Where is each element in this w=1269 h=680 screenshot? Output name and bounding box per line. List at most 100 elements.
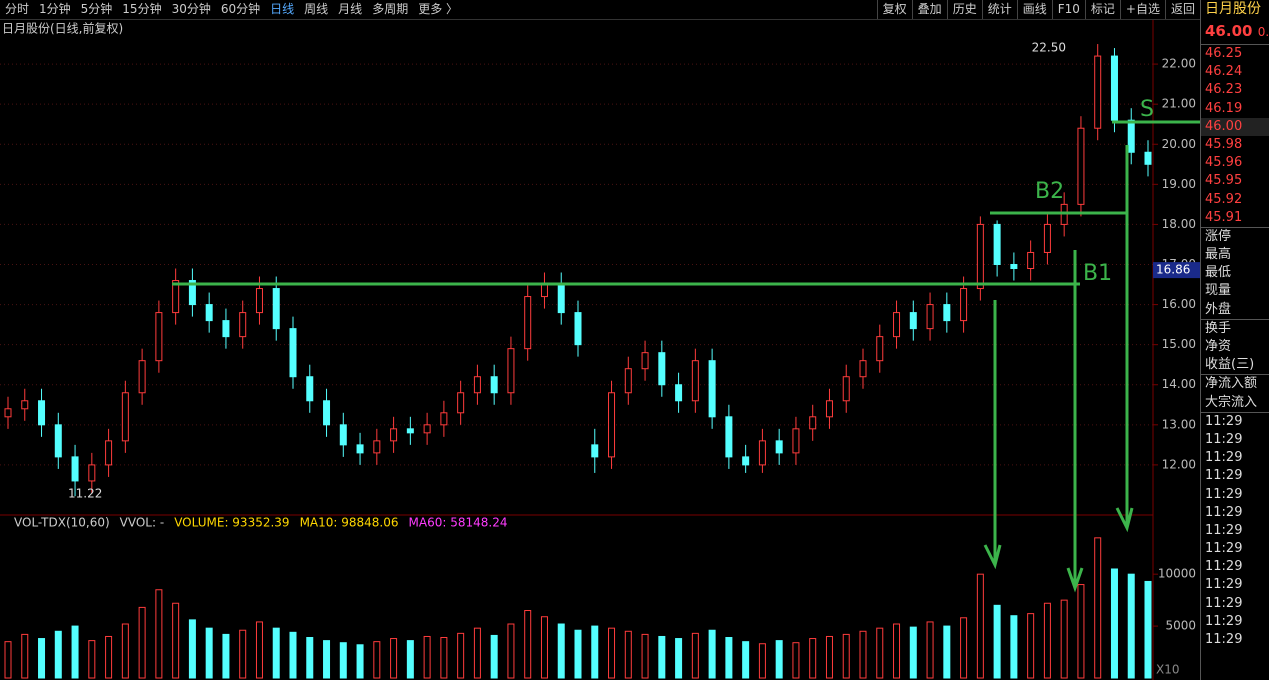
- order-price: 46.19: [1205, 100, 1243, 116]
- volume-bar: [742, 641, 750, 679]
- volume-bar: [205, 627, 213, 679]
- toolbar-button[interactable]: 历史: [946, 0, 982, 19]
- candle-body: [88, 464, 96, 482]
- candle-body: [675, 384, 683, 402]
- stock-name: 日月股份: [1205, 1, 1261, 17]
- period-tab[interactable]: 月线: [338, 2, 363, 16]
- order-price: 46.00: [1201, 117, 1269, 136]
- candle-body: [406, 428, 414, 434]
- volume-bar: [641, 633, 649, 679]
- volume-bar: [105, 635, 113, 679]
- volume-bar: [725, 637, 733, 679]
- volume-bar: [1043, 602, 1051, 679]
- max-label: 22.50: [1032, 41, 1066, 55]
- candle-body: [758, 440, 766, 466]
- candle-body: [926, 304, 934, 330]
- toolbar-button[interactable]: 标记: [1084, 0, 1120, 19]
- volume-bar: [255, 621, 263, 679]
- period-tab[interactable]: 60分钟: [220, 2, 261, 16]
- toolbar-button[interactable]: 统计: [981, 0, 1017, 19]
- volume-bar: [675, 638, 683, 679]
- tick-time: 11:29: [1205, 468, 1243, 484]
- candle-body: [71, 456, 79, 482]
- period-tab[interactable]: 5分钟: [80, 2, 113, 16]
- period-tab[interactable]: 日线: [270, 2, 295, 16]
- volume-bar: [1110, 568, 1118, 679]
- volume-bar: [842, 633, 850, 679]
- volume-bar: [38, 638, 46, 679]
- toolbar-button[interactable]: 返回: [1164, 0, 1200, 19]
- y-tick-label: 18.00: [1162, 217, 1196, 231]
- volume-bar: [691, 632, 699, 679]
- chart-title: 日月股份(日线,前复权): [2, 21, 123, 36]
- toolbar-button[interactable]: 画线: [1016, 0, 1052, 19]
- volume-header: MA10: 98848.06: [300, 516, 399, 530]
- volume-bar: [289, 631, 297, 679]
- candle-body: [742, 456, 750, 466]
- tick-time: 11:29: [1205, 431, 1243, 447]
- quote-field: 大宗流入: [1205, 394, 1258, 410]
- candle-body: [138, 360, 146, 394]
- period-tab[interactable]: 分时: [5, 2, 30, 16]
- volume-bar: [1094, 537, 1102, 679]
- side-panel: 日月股份 46.00 0. 46.25 46.24 46.23 46.19 46.00 4…: [1200, 0, 1269, 680]
- candle-body: [306, 376, 314, 402]
- volume-bar: [71, 625, 79, 679]
- candle-body: [21, 400, 29, 410]
- order-price: 46.25: [1205, 46, 1243, 61]
- volume-bar: [222, 633, 230, 679]
- candle-body: [960, 288, 968, 322]
- toolbar-button[interactable]: F10: [1051, 0, 1085, 19]
- quote-field: 最低: [1205, 265, 1232, 281]
- quote-field: 换手: [1201, 318, 1269, 338]
- candle-body: [457, 392, 465, 414]
- quote-field: 涨停: [1205, 228, 1232, 244]
- candle-body: [524, 296, 532, 350]
- period-tab[interactable]: 30分钟: [171, 2, 211, 16]
- candle-body: [591, 444, 599, 458]
- volume-bar: [893, 623, 901, 679]
- candle-body: [574, 312, 582, 346]
- toolbar-button[interactable]: +自选: [1119, 0, 1165, 19]
- period-tab[interactable]: 15分钟: [122, 2, 162, 16]
- y-tick-label: 12.00: [1162, 457, 1196, 471]
- candle-body: [473, 376, 481, 394]
- period-tab[interactable]: 多周期: [372, 2, 409, 16]
- volume-bar: [1127, 573, 1135, 679]
- candle-body: [323, 400, 331, 426]
- volume-bar: [457, 632, 465, 679]
- volume-bar: [574, 629, 582, 679]
- volume-bar: [390, 638, 398, 679]
- volume-bar: [121, 623, 129, 679]
- y-tick-label: 19.00: [1162, 177, 1196, 191]
- period-tab[interactable]: 更多 〉: [418, 2, 459, 16]
- candle-body: [993, 223, 1001, 265]
- volume-bar: [825, 635, 833, 679]
- candle-body: [105, 440, 113, 466]
- toolbar-button[interactable]: 叠加: [911, 0, 947, 19]
- volume-bar: [339, 642, 347, 679]
- y-tick-label: 16.00: [1162, 297, 1196, 311]
- volume-bar: [423, 635, 431, 679]
- candle-body: [155, 312, 163, 362]
- candle-body: [658, 352, 666, 386]
- period-tab[interactable]: 周线: [304, 2, 329, 16]
- period-tab[interactable]: 1分钟: [39, 2, 71, 16]
- y-tick-label: 21.00: [1162, 97, 1196, 111]
- stock-price: 46.00 0.: [1201, 22, 1269, 44]
- candle-body: [859, 360, 867, 378]
- volume-header: VOLUME: 93352.39: [174, 516, 289, 530]
- order-price: 45.98: [1205, 136, 1243, 152]
- chart: 日月股份(日线,前复权) 12.0013.0014.0015.0016.0017…: [0, 20, 1200, 680]
- candle-body: [842, 376, 850, 402]
- candle-body: [1144, 151, 1152, 165]
- volume-bar: [356, 644, 364, 679]
- candle-body: [507, 348, 515, 394]
- toolbar-button[interactable]: 复权: [876, 0, 912, 19]
- volume-bar: [172, 602, 180, 679]
- volume-tick-label: 5000: [1165, 619, 1196, 633]
- volume-bar: [239, 629, 247, 679]
- candle-body: [792, 428, 800, 454]
- tick-time: 11:29: [1205, 613, 1243, 629]
- volume-bar: [658, 635, 666, 679]
